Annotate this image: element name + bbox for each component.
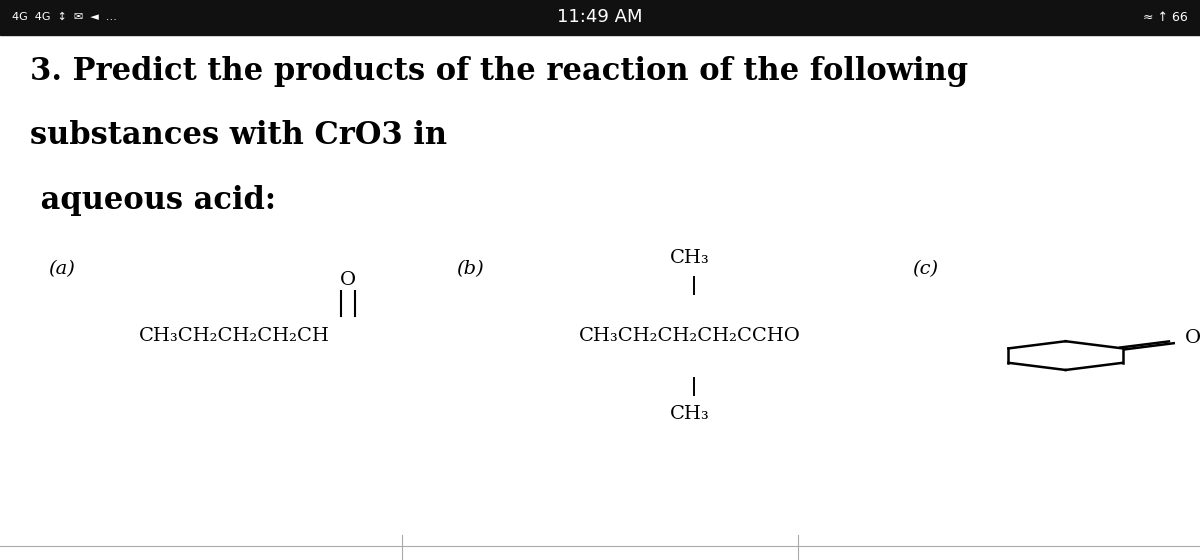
Text: 3. Predict the products of the reaction of the following: 3. Predict the products of the reaction …	[30, 56, 968, 87]
Text: (c): (c)	[912, 260, 938, 278]
Text: 11:49 AM: 11:49 AM	[557, 8, 643, 26]
Text: CH₃: CH₃	[670, 249, 710, 267]
Text: O: O	[340, 271, 356, 289]
Text: CH₃: CH₃	[670, 405, 710, 423]
Text: 4G  4G  ↕  ✉  ◄  …: 4G 4G ↕ ✉ ◄ …	[12, 12, 116, 22]
Text: CH₃CH₂CH₂CH₂CCHO: CH₃CH₂CH₂CH₂CCHO	[580, 327, 800, 345]
Text: O: O	[1184, 329, 1200, 347]
Text: aqueous acid:: aqueous acid:	[30, 185, 276, 216]
Text: ≈ ↑ 66: ≈ ↑ 66	[1144, 11, 1188, 24]
Bar	[0, 0, 1200, 35]
Text: substances with CrO3 in: substances with CrO3 in	[30, 120, 448, 151]
Text: CH₃CH₂CH₂CH₂CH: CH₃CH₂CH₂CH₂CH	[138, 327, 330, 345]
Text: (a): (a)	[48, 260, 74, 278]
Text: (b): (b)	[456, 260, 484, 278]
